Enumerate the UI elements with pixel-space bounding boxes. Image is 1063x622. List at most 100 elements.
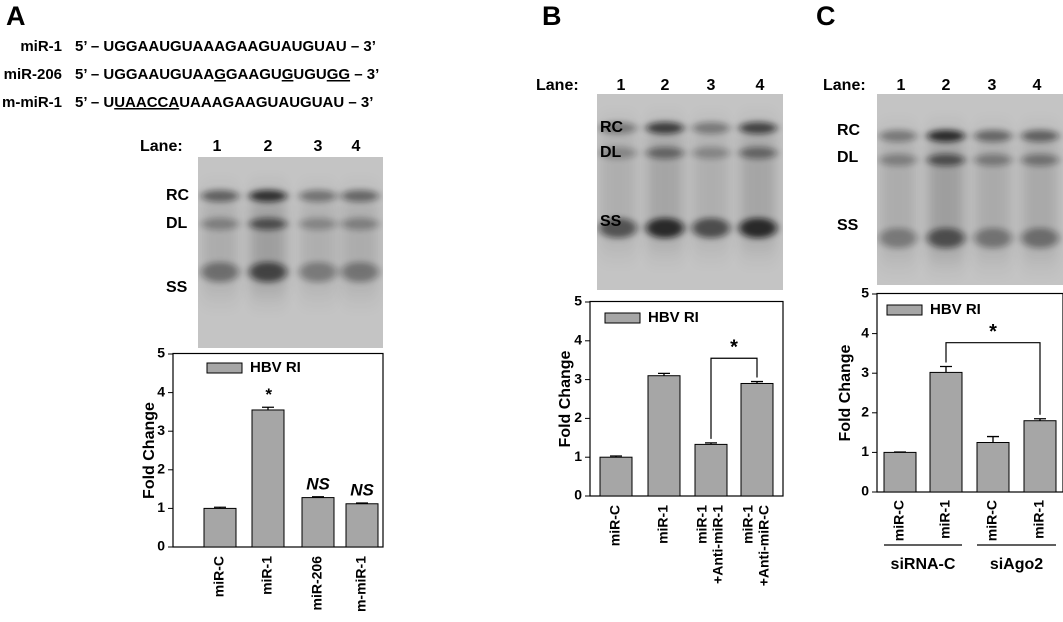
bar [976, 442, 1010, 493]
y-tick-label: 5 [861, 285, 869, 301]
error-bar [705, 442, 717, 445]
blot-band [646, 218, 684, 238]
blot-band [299, 218, 337, 230]
bar [599, 456, 633, 497]
blot-band [739, 218, 777, 238]
error-bar [987, 435, 999, 443]
bar [345, 503, 379, 548]
error-bar [658, 372, 670, 376]
bar-annotation: NS [306, 474, 330, 493]
blot-band [599, 122, 637, 134]
bar [1023, 420, 1057, 493]
x-tick-label: miR-1 [694, 505, 710, 544]
blot-content [597, 94, 783, 290]
error-bar [262, 406, 274, 410]
bar [740, 382, 774, 497]
blot-band [974, 228, 1012, 248]
band-label: RC [837, 122, 861, 139]
sequence-segment: G [282, 66, 294, 83]
legend-swatch [886, 304, 923, 316]
lane-number: 3 [988, 77, 997, 94]
x-tick-label: miR-1 [655, 505, 671, 544]
bar [251, 409, 285, 548]
error-bar [1034, 418, 1046, 421]
blot-band [249, 190, 287, 202]
sequence-name: miR-206 [4, 66, 62, 83]
y-tick-label: 1 [574, 448, 582, 464]
blot-band [692, 147, 730, 159]
significance-label: * [730, 337, 738, 359]
y-axis-label: Fold Change [141, 402, 158, 499]
x-tick-label: miR-1 [1031, 500, 1047, 539]
error-bar [312, 496, 324, 498]
blot-band [974, 154, 1012, 166]
sequence-segment: UAACCA [114, 94, 179, 111]
y-tick-label: 2 [861, 404, 869, 420]
bar [301, 497, 335, 548]
bar [694, 443, 728, 497]
blot-band [299, 190, 337, 202]
sequence-segment: UAAAGAAGUAUGUAU – 3’ [179, 94, 373, 111]
blot-band [249, 262, 287, 282]
error-bar [940, 365, 952, 373]
lane-number: 2 [942, 77, 951, 94]
bar [929, 371, 963, 493]
panel-label: B [542, 1, 562, 31]
band-label: SS [600, 213, 622, 230]
blot-band [879, 154, 917, 166]
lane-number: 4 [352, 138, 361, 155]
y-tick-label: 5 [574, 293, 582, 309]
blot-image [597, 94, 783, 290]
blot-band [201, 262, 239, 282]
blot-band [1021, 154, 1059, 166]
blot-band [879, 130, 917, 142]
legend-swatch [604, 312, 641, 324]
blot-band [1021, 130, 1059, 142]
bar [883, 451, 917, 493]
y-tick-label: 4 [157, 383, 165, 399]
panel-label: A [6, 1, 26, 31]
y-tick-label: 0 [157, 538, 165, 554]
lane-number: 3 [707, 77, 716, 94]
error-bar [610, 455, 622, 458]
error-bar [751, 380, 763, 384]
blot-band [1021, 228, 1059, 248]
blot-band [879, 228, 917, 248]
blot-content [877, 94, 1063, 285]
lane-number: 2 [661, 77, 670, 94]
lane-title: Lane: [823, 77, 866, 94]
blot-image [198, 157, 383, 348]
lane-title: Lane: [140, 138, 183, 155]
y-tick-label: 4 [574, 332, 582, 348]
significance-bracket [710, 357, 758, 439]
y-tick-label: 2 [574, 409, 582, 425]
y-tick-label: 3 [157, 422, 165, 438]
sequence-segment: GG [327, 66, 350, 83]
blot-band [692, 122, 730, 134]
legend-label: HBV RI [648, 309, 699, 326]
sequence-name: m-miR-1 [2, 94, 62, 111]
y-tick-label: 5 [157, 345, 165, 361]
bar-annotation: NS [350, 480, 374, 499]
error-bar [214, 506, 226, 509]
blot-band [739, 147, 777, 159]
band-label: RC [600, 119, 624, 136]
y-tick-label: 0 [861, 483, 869, 499]
lane-number: 4 [1033, 77, 1042, 94]
x-tick-label: miR-1 [740, 505, 756, 544]
x-tick-label: miR-1 [259, 556, 275, 595]
blot-band [646, 122, 684, 134]
blot-band [927, 154, 965, 166]
blot-band [927, 228, 965, 248]
x-tick-label: m-miR-1 [353, 556, 369, 612]
sequence: 5’ – UGGAAUGUAAGGAAGUGUGUGG – 3’ [75, 66, 379, 83]
sequence-name: miR-1 [20, 38, 62, 55]
lane-number: 1 [213, 138, 222, 155]
legend-swatch [206, 362, 243, 374]
bar [647, 375, 681, 497]
sequence-segment: 5’ – UGGAAUGUAA [75, 66, 214, 83]
y-tick-label: 3 [861, 364, 869, 380]
bar-annotation: * [265, 385, 273, 404]
y-tick-label: 4 [861, 324, 869, 340]
